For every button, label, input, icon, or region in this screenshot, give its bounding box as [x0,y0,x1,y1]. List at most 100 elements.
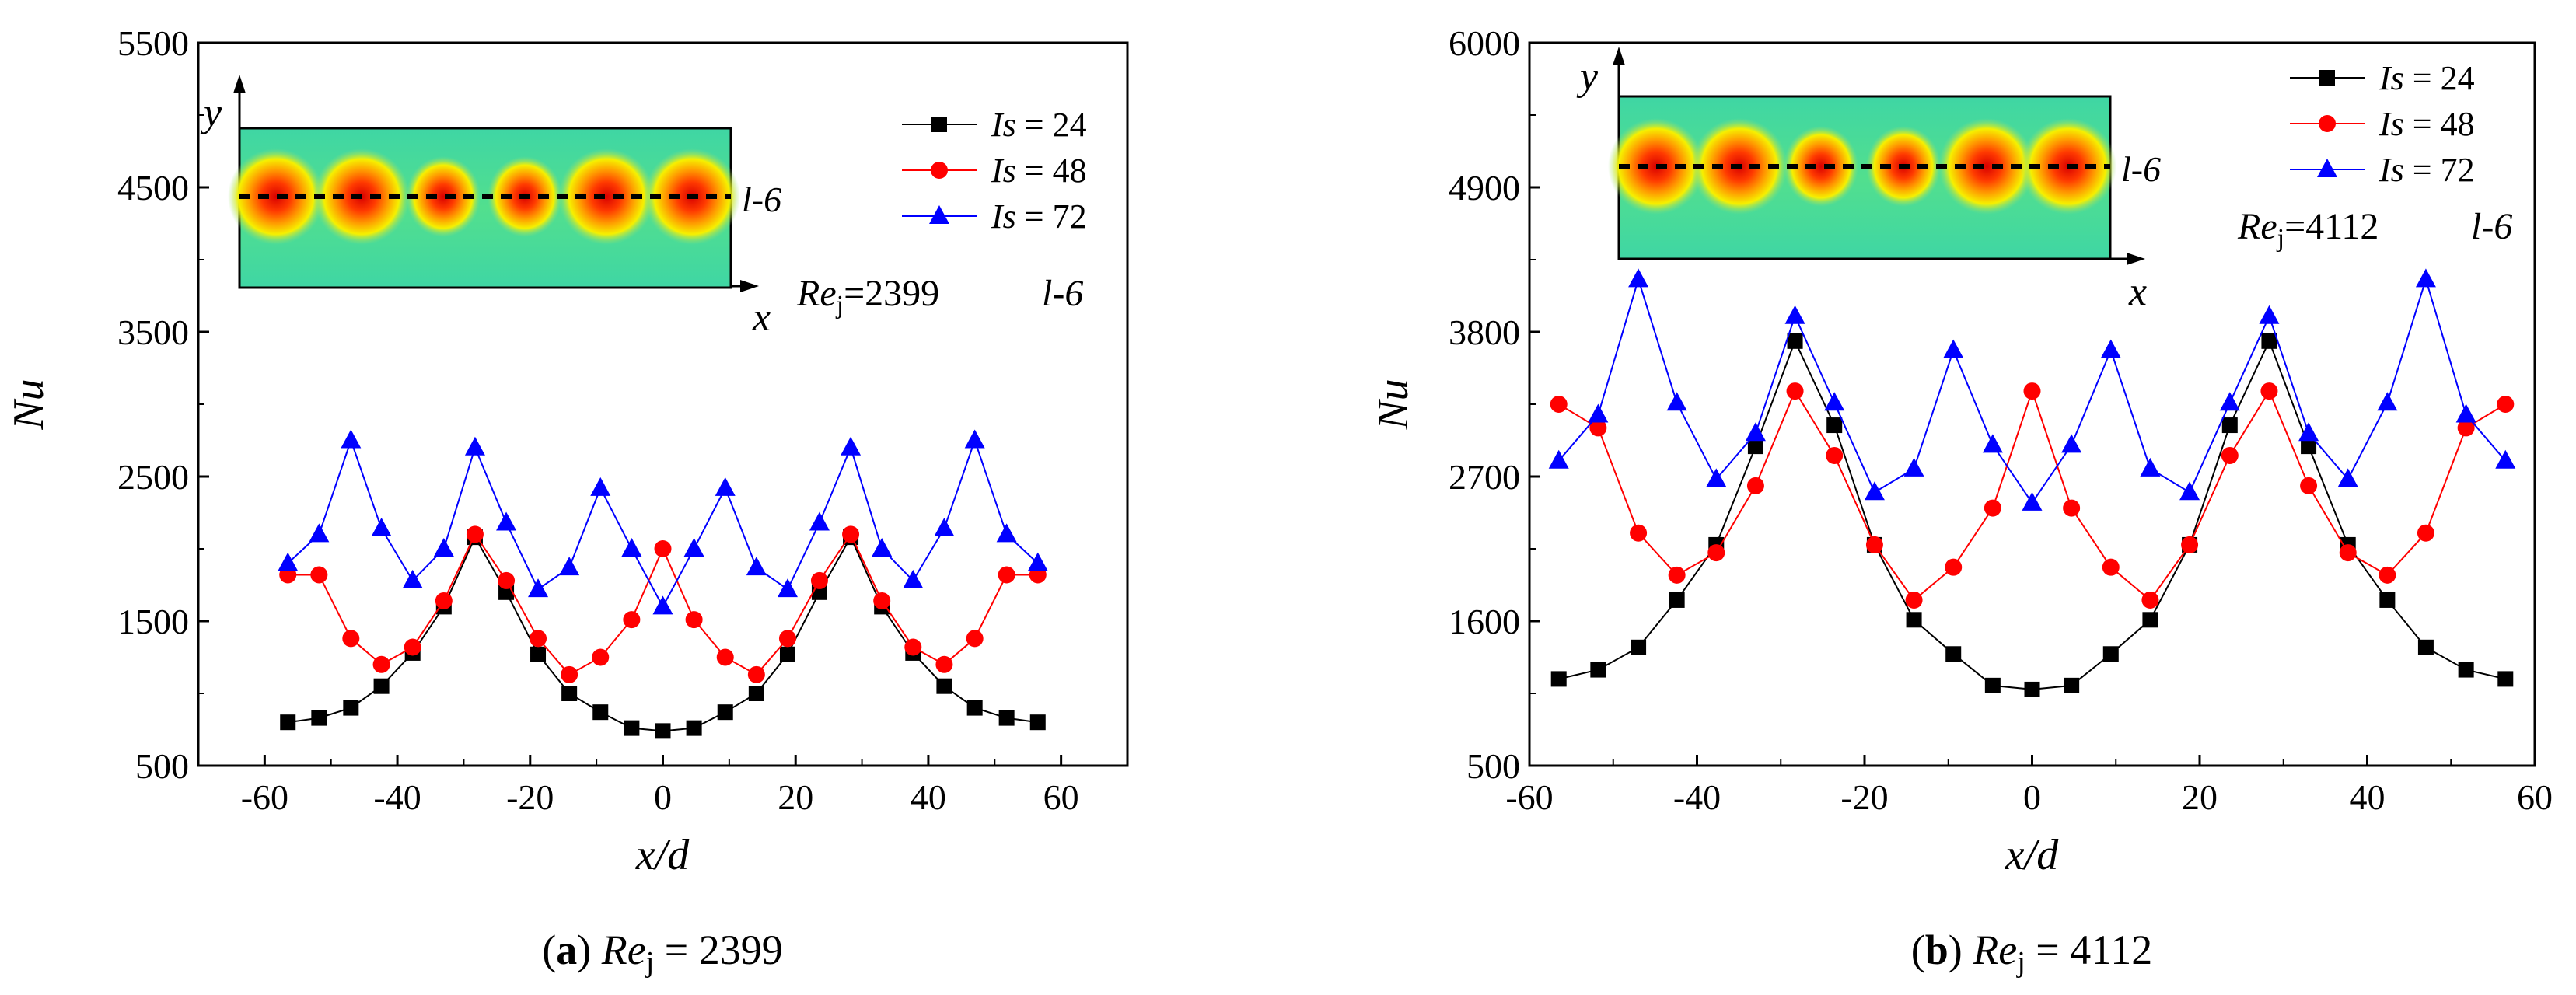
y-ticks: 500 1500 2500 3500 4500 5500 [117,23,209,786]
data-point [904,638,922,656]
data-point [2142,612,2158,628]
data-point [2261,333,2277,349]
legend-label: Is = 24 [991,106,1087,144]
data-point [1590,662,1606,678]
legend-marker [929,205,949,224]
jet-spot [1784,126,1858,207]
data-point [1589,419,1607,437]
series-circle [279,525,1047,683]
legend-item: Is = 72 [902,197,1087,236]
data-point [280,714,296,731]
data-point [278,552,299,571]
data-point [561,665,578,683]
series-square [280,529,1046,739]
data-point [530,646,547,662]
data-point [402,569,423,588]
panel-a: -60 -40 -20 0 20 40 60 500 1500 2500 3500 4500 5500… [5,23,1129,979]
data-point [2221,446,2239,464]
data-point [966,630,984,648]
x-tick-label: 0 [654,777,672,817]
data-point [1747,438,1763,455]
data-point [1548,449,1569,469]
x-tick-label: 40 [2350,777,2386,817]
series-triangle [278,429,1048,615]
data-point [561,686,578,701]
data-point [2415,268,2436,288]
y-axis-title: Nu [1369,379,1417,430]
data-point [1631,639,1647,655]
data-point [654,540,672,557]
data-point [1027,552,1048,571]
re-annotation: Rej=4112 [2237,206,2379,253]
data-point [686,720,702,736]
data-point [373,678,390,694]
data-point [435,592,453,609]
legend-item: Is = 48 [2290,105,2475,143]
data-point [810,571,828,589]
legend-marker [931,162,948,179]
data-point [2298,422,2319,442]
jet-spot [1938,118,2035,215]
data-point [1669,592,1685,608]
x-tick-label: -20 [1840,777,1888,817]
data-point [935,655,953,673]
inset-line-label: l-6 [742,180,781,219]
data-point [2141,591,2159,609]
data-point [1707,544,1725,562]
data-point [717,704,733,721]
inset-x-label: x [752,295,771,340]
data-point [2179,481,2200,501]
data-point [1903,457,1924,477]
data-point [496,511,517,531]
data-point [2259,305,2280,324]
data-point [530,630,547,648]
data-point [655,723,671,739]
data-point [1029,714,1046,731]
inset-y-arrow [1613,47,1625,65]
data-point [1588,403,1609,423]
data-point [2337,468,2358,487]
data-point [1943,339,1964,358]
y-tick-label: 500 [135,746,189,786]
legend-item: Is = 24 [902,106,1087,144]
data-point [528,578,549,598]
y-tick-label: 4900 [1449,168,1520,208]
data-point [1630,524,1648,542]
jet-spot [558,148,655,245]
x-tick-label: 0 [2023,777,2041,817]
series-line [288,535,1038,732]
data-point [1826,417,1843,434]
data-point [2064,677,2080,693]
series-layer [1548,268,2516,697]
x-tick-label: 20 [778,777,813,817]
data-point [2219,392,2240,411]
data-point [1865,536,1883,553]
data-point [1668,566,1686,584]
data-point [778,630,796,648]
x-axis-title: x/d [635,831,690,879]
data-point [343,700,359,716]
data-point [590,477,611,496]
series-line [287,438,1039,609]
y-tick-label: 6000 [1449,23,1520,63]
data-point [2063,499,2081,517]
data-point [404,638,421,656]
data-point [309,523,330,543]
data-point [2260,382,2278,400]
legend-label: Is = 72 [2379,151,2475,189]
data-point [372,655,390,673]
data-point [1906,612,1922,628]
data-point [621,538,642,557]
data-point [2455,403,2476,423]
data-point [2497,671,2514,687]
data-point [2339,544,2357,562]
legend-label: Is = 24 [2379,59,2475,97]
jet-spot [406,156,481,237]
data-point [842,525,860,543]
caption: (a) Rej = 2399 [542,927,782,979]
data-point [936,678,952,694]
data-point [2024,681,2040,697]
data-point [371,517,392,536]
data-point [624,720,640,736]
